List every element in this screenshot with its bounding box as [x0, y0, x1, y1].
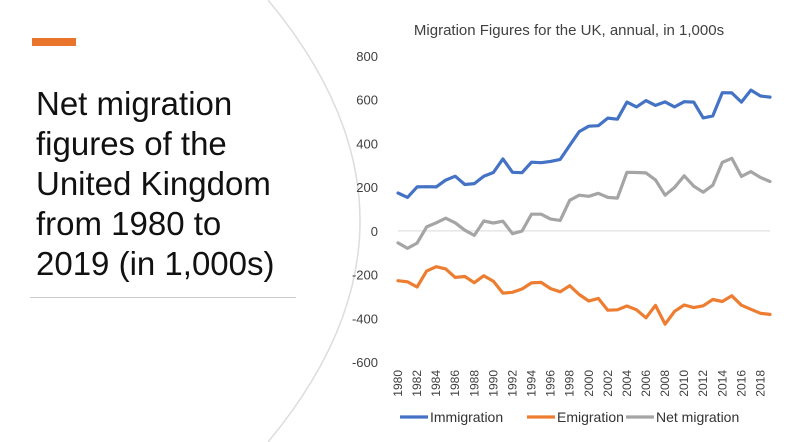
- legend-label: Emigration: [557, 409, 624, 425]
- y-axis: -600 -400 -200 0 200 400 600 800: [352, 49, 378, 370]
- x-tick-label: 1984: [429, 370, 443, 397]
- slide-title: Net migration figures of the United King…: [36, 85, 275, 282]
- x-tick-label: 1980: [391, 370, 405, 397]
- chart-legend: Immigration Emigration Net migration: [400, 409, 739, 425]
- y-tick-label: -600: [352, 355, 378, 370]
- x-tick-label: 2010: [677, 370, 691, 397]
- x-tick-label: 2006: [639, 370, 653, 397]
- x-axis: 1980 1982 1984 1986 1988 1990 1992 1994 1996 1998…: [391, 230, 770, 397]
- x-tick-label: 1998: [563, 370, 577, 397]
- x-tick-label: 1982: [410, 370, 424, 397]
- series-line-emigration: [396, 265, 772, 326]
- y-tick-label: 0: [371, 224, 378, 239]
- legend-label: Immigration: [430, 409, 503, 425]
- x-tick-label: 2000: [582, 370, 596, 397]
- series-line-immigration: [396, 88, 772, 199]
- x-tick-label: 1996: [544, 370, 558, 397]
- title-panel: Net migration figures of the United King…: [30, 38, 296, 298]
- x-tick-label: 1994: [525, 370, 539, 397]
- x-tick-label: 1992: [505, 370, 519, 397]
- x-tick-label: 2004: [620, 370, 634, 397]
- x-tick-label: 2018: [753, 370, 767, 397]
- x-tick-label: 1986: [448, 370, 462, 397]
- x-tick-label: 2016: [734, 370, 748, 397]
- x-tick-label: 2002: [601, 370, 615, 397]
- x-tick-label: 2014: [715, 370, 729, 397]
- y-tick-label: -400: [352, 311, 378, 326]
- y-tick-label: 200: [356, 180, 378, 195]
- series-lines: [396, 88, 772, 326]
- accent-bar: [32, 38, 76, 46]
- chart-title: Migration Figures for the UK, annual, in…: [414, 22, 724, 39]
- x-tick-label: 2008: [658, 370, 672, 397]
- y-tick-label: -200: [352, 268, 378, 283]
- x-tick-label: 1990: [486, 370, 500, 397]
- x-tick-label: 2012: [696, 370, 710, 397]
- legend-label: Net migration: [656, 409, 739, 425]
- title-divider: [30, 297, 296, 298]
- y-tick-label: 600: [356, 93, 378, 108]
- y-tick-label: 400: [356, 136, 378, 151]
- series-line-net-migration: [396, 156, 772, 250]
- y-tick-label: 800: [356, 49, 378, 64]
- x-tick-label: 1988: [467, 370, 481, 397]
